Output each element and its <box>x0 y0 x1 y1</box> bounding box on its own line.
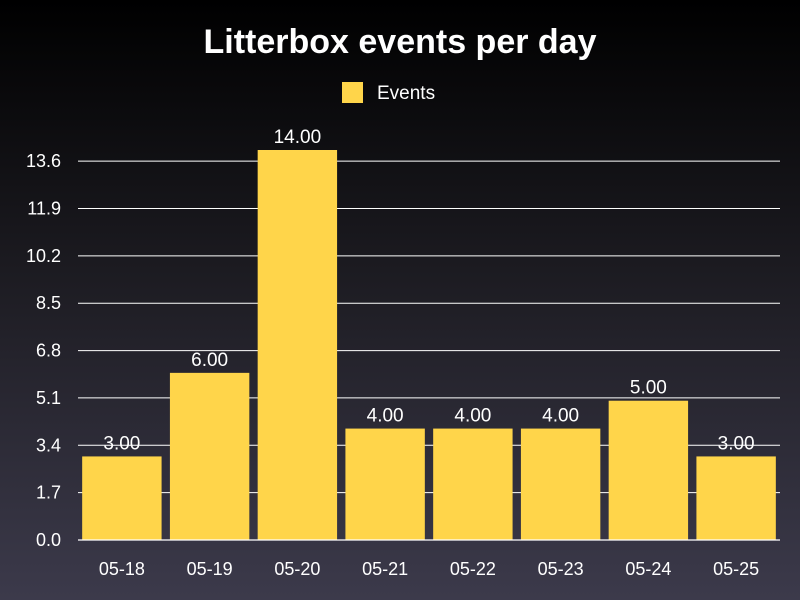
legend: Events <box>342 82 435 104</box>
chart-title: Litterbox events per day <box>203 23 596 61</box>
x-tick-label-05-21: 05-21 <box>362 559 408 579</box>
x-tick-label-05-20: 05-20 <box>274 559 320 579</box>
bars <box>82 150 776 540</box>
value-label-05-18: 3.00 <box>103 433 140 454</box>
bar-05-19 <box>169 372 250 540</box>
bar-05-21 <box>345 428 425 540</box>
value-label-05-20: 14.00 <box>274 127 322 148</box>
bar-05-25 <box>696 456 776 540</box>
x-tick-label-05-25: 05-25 <box>713 559 759 579</box>
value-label-05-25: 3.00 <box>718 433 755 454</box>
bar-05-23 <box>520 428 601 540</box>
bar-05-18 <box>82 456 162 540</box>
y-tick-label: 3.4 <box>36 435 61 455</box>
bar-05-24 <box>608 400 689 540</box>
legend-label-events: Events <box>377 83 435 104</box>
x-tick-label-05-19: 05-19 <box>187 559 233 579</box>
value-labels: 3.00 6.00 14.00 4.00 4.00 4.00 5.00 3.00 <box>103 127 754 454</box>
x-axis-ticks: 05-18 05-19 05-20 05-21 05-22 05-23 05-24 05-25 <box>99 559 759 579</box>
y-axis-ticks: 0.0 1.7 3.4 5.1 6.8 8.5 10.2 11.9 13.6 <box>26 151 61 550</box>
value-label-05-23: 4.00 <box>542 406 579 427</box>
y-tick-label: 6.8 <box>36 341 61 361</box>
x-tick-label-05-24: 05-24 <box>625 559 671 579</box>
value-label-05-24: 5.00 <box>630 378 667 399</box>
y-tick-label: 11.9 <box>27 199 61 219</box>
y-tick-label: 5.1 <box>36 388 61 408</box>
x-tick-label-05-18: 05-18 <box>99 559 145 579</box>
y-tick-label: 13.6 <box>26 151 61 171</box>
value-label-05-22: 4.00 <box>454 406 491 427</box>
bar-05-20 <box>257 150 338 540</box>
value-label-05-21: 4.00 <box>367 406 404 427</box>
x-tick-label-05-23: 05-23 <box>538 559 584 579</box>
y-tick-label: 0.0 <box>36 530 61 550</box>
y-tick-label: 10.2 <box>26 246 61 266</box>
y-tick-label: 1.7 <box>36 483 61 503</box>
legend-swatch-events <box>342 82 363 103</box>
value-label-05-19: 6.00 <box>191 350 228 371</box>
y-tick-label: 8.5 <box>36 293 61 313</box>
bar-05-22 <box>433 428 513 540</box>
x-tick-label-05-22: 05-22 <box>450 559 496 579</box>
